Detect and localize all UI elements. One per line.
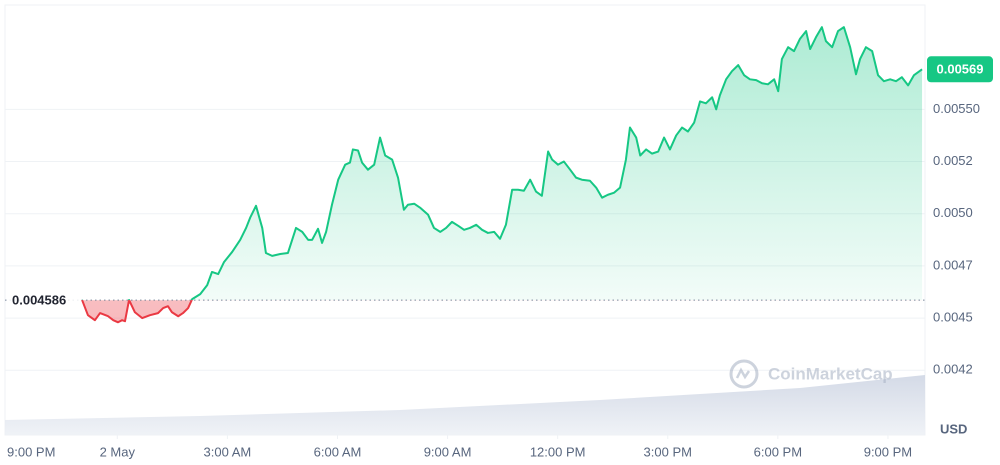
x-tick-label: 9:00 PM — [7, 444, 55, 459]
watermark-logo — [729, 359, 759, 389]
x-tick-label: 3:00 PM — [644, 444, 692, 459]
y-tick-label: 0.0042 — [933, 362, 973, 377]
x-tick-label: 6:00 AM — [314, 444, 362, 459]
x-tick-label: 2 May — [100, 444, 136, 459]
x-tick-label: 9:00 PM — [864, 444, 912, 459]
x-tick-label: 9:00 AM — [424, 444, 472, 459]
y-tick-label: 0.0052 — [933, 153, 973, 168]
currency-label: USD — [940, 421, 967, 436]
price-line — [81, 26, 923, 301]
plot-layer: 0.004586 — [5, 26, 925, 439]
x-tick-label: 6:00 PM — [754, 444, 802, 459]
last-value-label: 0.00569 — [937, 62, 984, 77]
x-tick-label: 12:00 PM — [530, 444, 586, 459]
area-above — [82, 27, 923, 301]
y-tick-label: 0.0045 — [933, 310, 973, 325]
y-tick-label: 0.0050 — [933, 205, 973, 220]
baseline-label: 0.004586 — [12, 293, 66, 308]
y-tick-label: 0.0047 — [933, 257, 973, 272]
watermark-logo-mark — [735, 367, 751, 380]
x-tick-label: 3:00 AM — [204, 444, 252, 459]
y-tick-label: 0.00550 — [933, 101, 980, 116]
watermark-group: CoinMarketCap — [729, 359, 893, 389]
baseline-label-bg — [8, 290, 80, 311]
watermark: CoinMarketCap — [768, 364, 893, 383]
last-value-badge — [927, 56, 993, 83]
volume-area — [5, 375, 925, 435]
